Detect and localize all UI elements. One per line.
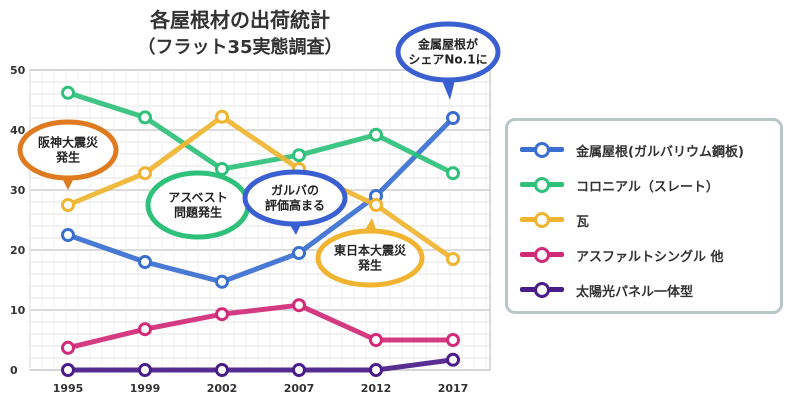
data-point [138, 255, 152, 269]
data-point [61, 85, 75, 100]
series-line-2 [65, 114, 456, 262]
legend-swatch-dot [534, 142, 550, 158]
data-point [292, 298, 306, 313]
callout-text: アスベスト [168, 191, 227, 205]
series-lines [65, 90, 456, 373]
callout-text: 評価高まる [265, 198, 325, 213]
legend-item: 金属屋根(ガルバリウム鋼板) [520, 139, 744, 161]
x-tick-label: 2002 [207, 382, 238, 395]
x-axis-ticks: 1995 1999 2002 2007 2012 2017 [53, 382, 469, 395]
legend-label: 太陽光パネル一体型 [576, 284, 694, 300]
data-point [369, 127, 383, 142]
x-tick-label: 2012 [361, 382, 392, 395]
x-tick-label: 2017 [438, 382, 469, 395]
callout-text: 発生 [55, 150, 80, 165]
data-point [446, 333, 460, 347]
y-tick-label: 30 [10, 184, 26, 197]
legend-label: 瓦 [576, 214, 590, 230]
data-point [138, 322, 152, 337]
callout-text: ガルバの [271, 183, 319, 198]
data-point [61, 363, 75, 377]
data-point [369, 198, 383, 212]
data-point [215, 162, 229, 176]
data-point [138, 110, 152, 125]
series-line-1 [65, 90, 456, 176]
chart-title: 各屋根材の出荷統計 [150, 8, 330, 32]
series-line-3 [65, 302, 456, 351]
x-tick-label: 1995 [53, 382, 84, 395]
legend-item: 瓦 [520, 209, 589, 231]
x-tick-label: 2007 [284, 382, 315, 395]
data-point [446, 111, 460, 125]
data-point [138, 363, 152, 377]
legend-swatch [520, 279, 564, 301]
series-line-4 [65, 357, 456, 373]
y-tick-label: 50 [10, 64, 26, 77]
y-tick-label: 40 [10, 124, 26, 137]
legend-item: 太陽光パネル一体型 [520, 279, 693, 301]
data-point [61, 228, 75, 242]
legend-label: 金属屋根(ガルバリウム鋼板) [576, 144, 744, 160]
plot-frame [29, 69, 491, 371]
data-point [215, 274, 229, 289]
y-tick-label: 0 [10, 364, 18, 377]
annotations: 阪神大震災発生アスベスト問題発生ガルバの評価高まる東日本大震災発生金属屋根がシェ… [17, 21, 501, 288]
series-points [61, 85, 460, 377]
callout-text: 問題発生 [174, 205, 222, 220]
callout-text: 阪神大震災 [38, 135, 99, 150]
callout-text: 発生 [357, 258, 382, 273]
legend-label: コロニアル（スレート） [576, 179, 719, 195]
data-point [292, 148, 306, 163]
data-point [292, 246, 306, 260]
legend-swatch [520, 244, 564, 266]
data-point [446, 352, 460, 367]
y-axis-ticks: 0 10 20 30 40 50 [10, 64, 26, 377]
callout-text: シェアNo.1に [408, 53, 487, 67]
legend-swatch-dot [534, 282, 550, 298]
data-point [215, 363, 229, 377]
callout-bubble [17, 119, 119, 181]
data-point [292, 363, 306, 377]
data-point [446, 166, 460, 181]
data-point [215, 307, 229, 322]
data-point [369, 333, 383, 347]
callout-bubble [395, 21, 501, 83]
data-point [446, 252, 460, 266]
callout-text: 金属屋根が [417, 37, 478, 52]
callout-bubble [242, 169, 348, 227]
data-point [61, 198, 75, 212]
legend-swatch-dot [534, 212, 550, 228]
legend-swatch [520, 209, 564, 231]
callout-text: 東日本大震災 [334, 243, 407, 258]
x-tick-label: 1999 [130, 382, 161, 395]
series-line-0 [65, 115, 456, 285]
legend: 金属屋根(ガルバリウム鋼板) コロニアル（スレート） 瓦アスファルトシングル 他太陽… [505, 118, 783, 314]
plot-area [29, 69, 491, 371]
legend-item: アスファルトシングル 他 [520, 244, 724, 266]
callout-bubble [315, 228, 425, 288]
data-point [369, 363, 383, 377]
data-point [138, 166, 152, 181]
data-point [215, 109, 229, 124]
legend-swatch-dot [534, 177, 550, 193]
legend-swatch-dot [534, 247, 550, 263]
y-tick-label: 10 [10, 304, 26, 317]
legend-label: アスファルトシングル 他 [576, 249, 724, 265]
legend-item: コロニアル（スレート） [520, 174, 719, 196]
legend-swatch [520, 174, 564, 196]
chart-subtitle: （フラット35実態調査） [137, 37, 343, 58]
data-point [61, 340, 75, 355]
y-tick-label: 20 [10, 244, 26, 257]
legend-swatch [520, 139, 564, 161]
